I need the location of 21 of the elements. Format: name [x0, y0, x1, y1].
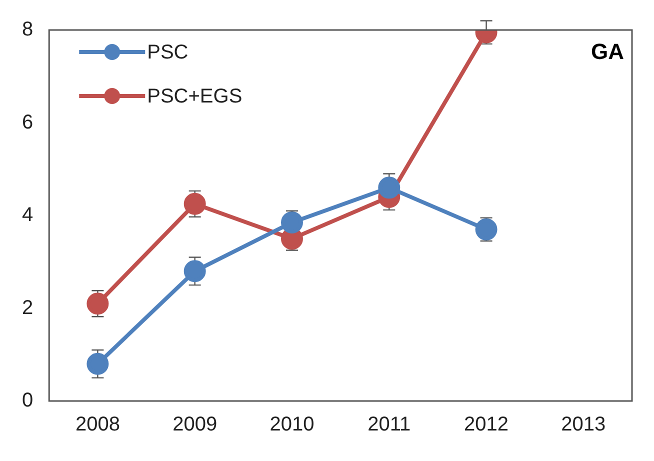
legend-label: PSC [147, 42, 188, 64]
point [378, 176, 400, 199]
y-tick-label: 4 [22, 204, 34, 226]
y-tick-label: 8 [22, 18, 34, 41]
point [86, 292, 109, 315]
x-tick-label: 2009 [172, 414, 218, 436]
point [184, 260, 206, 282]
point [86, 352, 109, 375]
x-tick-label: 2013 [561, 414, 606, 436]
annotation: GA [591, 39, 624, 64]
x-tick-label: 2012 [464, 414, 509, 436]
legend-label: PSC+EGS [147, 86, 242, 108]
y-tick-label: 0 [22, 390, 34, 412]
y-tick-label: 6 [22, 111, 34, 134]
point [475, 218, 498, 240]
point [280, 211, 303, 234]
x-tick-label: 2008 [75, 414, 120, 436]
x-tick-label: 2011 [368, 414, 411, 436]
x-tick-label: 2010 [270, 414, 314, 436]
y-tick-label: 2 [22, 296, 34, 319]
point [184, 192, 206, 215]
